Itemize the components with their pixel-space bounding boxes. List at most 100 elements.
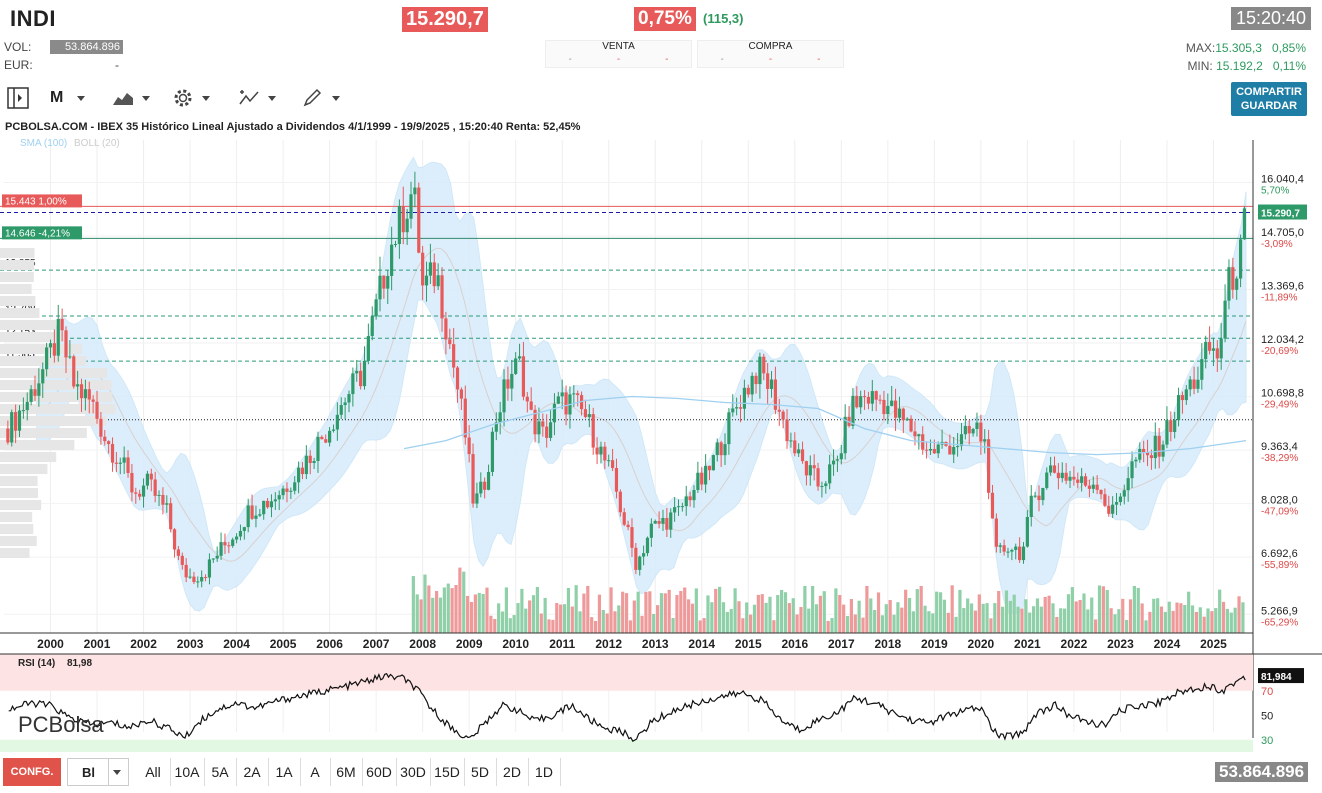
volume-bar xyxy=(535,586,540,633)
range-button-10a[interactable]: 10A xyxy=(170,758,205,786)
x-tick-label: 2011 xyxy=(549,637,575,651)
volume-bar xyxy=(1070,587,1074,633)
candle-body xyxy=(657,520,661,524)
y-tick-label: 5.266,9 xyxy=(1261,605,1298,617)
draw-tool-button[interactable] xyxy=(302,86,340,110)
period-select[interactable]: M xyxy=(50,86,86,110)
level-label: 12.153 xyxy=(5,326,36,337)
range-button-2d[interactable]: 2D xyxy=(496,758,529,786)
candle-body xyxy=(661,517,665,524)
x-tick-label: 2023 xyxy=(1107,637,1134,651)
price-chart[interactable]: 15.443 1,00%14.646 -4,21%13.85512.70812.… xyxy=(0,118,1322,754)
candle-body xyxy=(797,449,801,454)
range-button-1a[interactable]: 1A xyxy=(268,758,301,786)
candle-body xyxy=(421,252,425,286)
candle-body xyxy=(1176,395,1181,421)
candle-body xyxy=(987,439,991,493)
candle-body xyxy=(296,467,301,483)
candle-body xyxy=(362,360,367,387)
candle-body xyxy=(1083,476,1088,486)
candle-body xyxy=(1114,502,1119,505)
candle-body xyxy=(192,576,196,583)
candle-body xyxy=(1180,395,1185,401)
volume-bar xyxy=(1047,595,1051,633)
candle-body xyxy=(1052,465,1057,473)
volume-profile-bar xyxy=(0,548,30,558)
candle-body xyxy=(265,500,270,508)
candle-body xyxy=(25,401,29,411)
volume-value: 53.864.896 xyxy=(50,40,123,54)
volume-bar xyxy=(1125,619,1129,633)
candle-body xyxy=(1219,338,1223,359)
candle-body xyxy=(17,410,22,431)
volume-bar xyxy=(702,618,706,633)
config-button[interactable]: CONFG. xyxy=(3,758,61,786)
range-button-2a[interactable]: 2A xyxy=(236,758,269,786)
rsi-oversold-zone xyxy=(0,739,1253,752)
volume-bar xyxy=(741,618,745,633)
candle-body xyxy=(165,503,169,505)
range-button-a[interactable]: A xyxy=(300,758,331,786)
chart-type-button[interactable] xyxy=(112,86,150,110)
candle-body xyxy=(700,472,704,485)
range-button-5d[interactable]: 5D xyxy=(464,758,497,786)
candle-body xyxy=(1107,505,1111,514)
chevron-down-icon xyxy=(332,95,340,101)
candle-body xyxy=(1207,341,1212,351)
volume-bar xyxy=(435,591,439,633)
volume-bar xyxy=(1016,606,1020,633)
candle-body xyxy=(6,428,10,443)
settings-button[interactable] xyxy=(172,86,210,110)
chart-type-select[interactable]: Bl xyxy=(67,758,129,786)
candle-body xyxy=(386,275,390,289)
x-tick-label: 2006 xyxy=(316,637,343,651)
volume-bar xyxy=(834,588,838,633)
candle-body xyxy=(95,401,99,419)
candle-body xyxy=(238,530,243,537)
candle-body xyxy=(959,434,964,447)
volume-bar xyxy=(621,591,625,633)
volume-bar xyxy=(927,611,931,633)
volume-bar xyxy=(559,604,563,633)
y-tick-label: 14.705,0 xyxy=(1261,227,1304,239)
candle-body xyxy=(409,194,413,219)
range-button-all[interactable]: All xyxy=(136,758,171,786)
candle-body xyxy=(79,384,84,399)
volume-bar xyxy=(1136,587,1140,633)
candle-body xyxy=(552,403,557,423)
candle-body xyxy=(157,494,161,496)
candle-body xyxy=(963,425,967,435)
x-tick-label: 2016 xyxy=(781,637,808,651)
range-button-5a[interactable]: 5A xyxy=(204,758,237,786)
range-button-6m[interactable]: 6M xyxy=(330,758,363,786)
candle-body xyxy=(1157,435,1161,457)
range-button-60d[interactable]: 60D xyxy=(362,758,397,786)
candle-body xyxy=(347,394,351,403)
share-save-button[interactable]: COMPARTIR GUARDAR xyxy=(1231,82,1307,116)
candle-body xyxy=(735,407,739,409)
volume-bar xyxy=(822,591,826,633)
candle-body xyxy=(897,408,902,418)
volume-profile-bar xyxy=(0,356,87,366)
candle-body xyxy=(382,275,386,289)
volume-bar xyxy=(1012,594,1016,633)
panel-toggle-button[interactable] xyxy=(6,86,30,110)
candle-body xyxy=(835,459,840,461)
range-button-15d[interactable]: 15D xyxy=(430,758,465,786)
volume-bar xyxy=(1051,603,1055,633)
volume-bar xyxy=(1156,598,1160,633)
volume-bar xyxy=(954,616,958,633)
candle-body xyxy=(417,187,421,253)
candle-body xyxy=(211,558,215,560)
volume-bar xyxy=(1113,614,1117,633)
volume-bar xyxy=(1225,608,1230,633)
range-button-30d[interactable]: 30D xyxy=(396,758,431,786)
volume-bar xyxy=(438,597,443,633)
volume-profile-bar xyxy=(0,380,112,390)
indicators-button[interactable] xyxy=(238,86,276,110)
volume-bar xyxy=(512,615,516,633)
sell-dash: - xyxy=(665,54,669,65)
volume-bar xyxy=(1128,599,1133,633)
range-button-1d[interactable]: 1D xyxy=(528,758,561,786)
volume-bar xyxy=(466,595,470,633)
